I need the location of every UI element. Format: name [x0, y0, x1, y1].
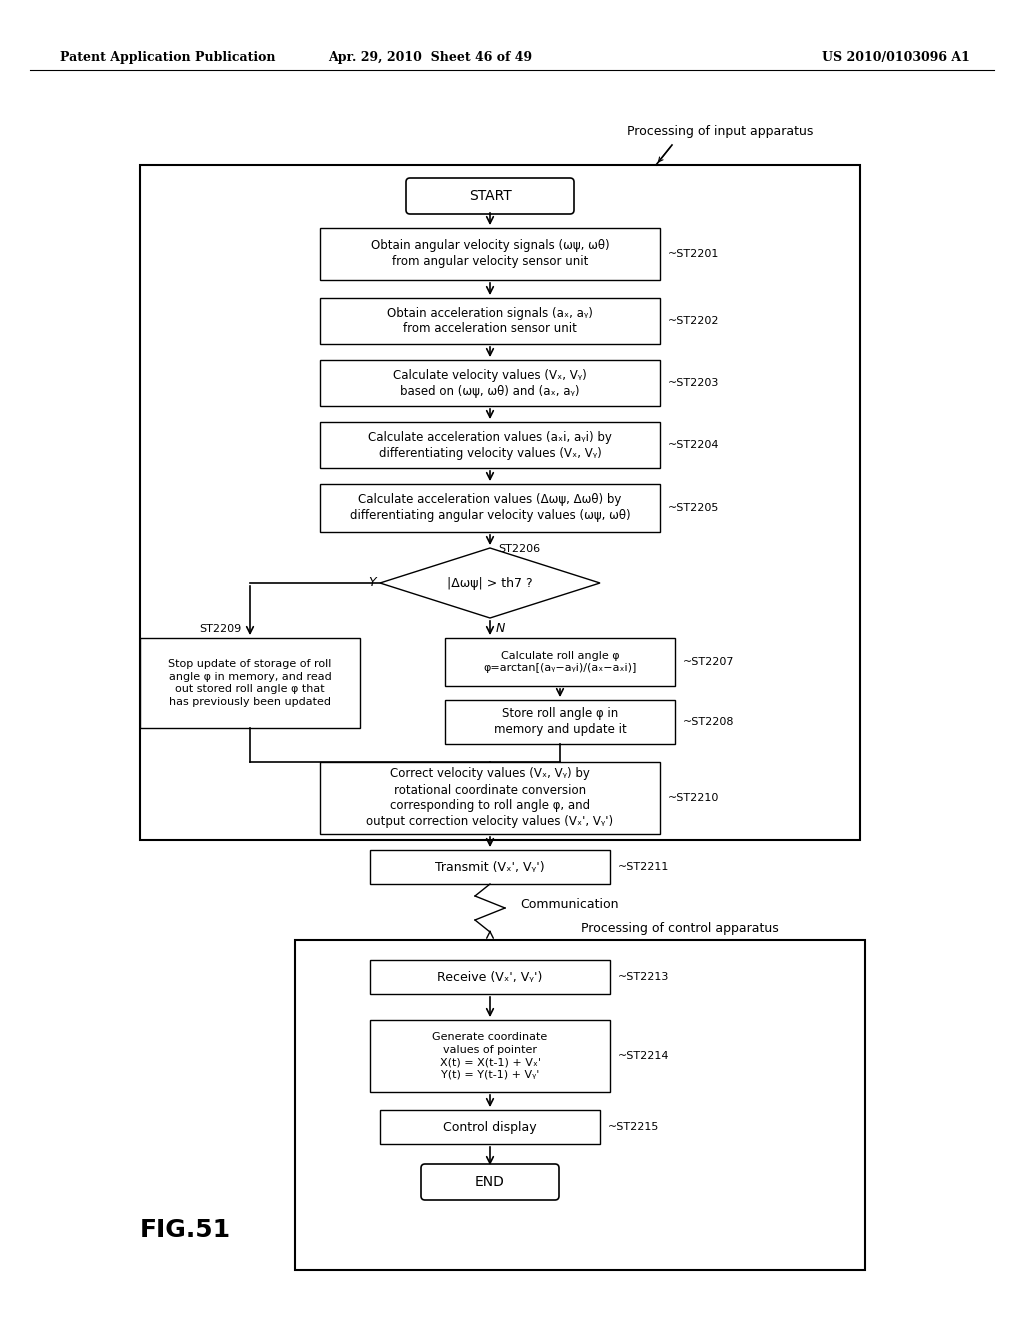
Text: Stop update of storage of roll
angle φ in memory, and read
out stored roll angle: Stop update of storage of roll angle φ i… [168, 660, 332, 706]
Text: Patent Application Publication: Patent Application Publication [60, 51, 275, 65]
FancyBboxPatch shape [380, 1110, 600, 1144]
Text: Store roll angle φ in
memory and update it: Store roll angle φ in memory and update … [494, 708, 627, 737]
Text: Calculate acceleration values (Δωψ, Δωθ) by
differentiating angular velocity val: Calculate acceleration values (Δωψ, Δωθ)… [349, 494, 631, 523]
Text: END: END [475, 1175, 505, 1189]
Text: ~ST2215: ~ST2215 [608, 1122, 659, 1133]
Text: ~ST2214: ~ST2214 [618, 1051, 670, 1061]
FancyBboxPatch shape [445, 700, 675, 744]
Text: ST2209: ST2209 [200, 624, 242, 634]
Text: Y: Y [369, 577, 376, 590]
Text: FIG.51: FIG.51 [140, 1218, 231, 1242]
Text: ~ST2204: ~ST2204 [668, 440, 720, 450]
Text: Apr. 29, 2010  Sheet 46 of 49: Apr. 29, 2010 Sheet 46 of 49 [328, 51, 532, 65]
Text: START: START [469, 189, 511, 203]
Text: ~ST2213: ~ST2213 [618, 972, 670, 982]
Text: Processing of control apparatus: Processing of control apparatus [582, 921, 779, 935]
FancyBboxPatch shape [370, 1020, 610, 1092]
Polygon shape [380, 548, 600, 618]
Text: |Δωψ| > th7 ?: |Δωψ| > th7 ? [447, 577, 532, 590]
Text: Receive (Vₓ', Vᵧ'): Receive (Vₓ', Vᵧ') [437, 970, 543, 983]
Text: US 2010/0103096 A1: US 2010/0103096 A1 [822, 51, 970, 65]
Text: ~ST2203: ~ST2203 [668, 378, 720, 388]
Text: ~ST2201: ~ST2201 [668, 249, 720, 259]
FancyBboxPatch shape [370, 850, 610, 884]
FancyBboxPatch shape [319, 228, 660, 280]
Text: ST2206: ST2206 [498, 544, 540, 554]
Text: ~ST2202: ~ST2202 [668, 315, 720, 326]
Text: Obtain acceleration signals (aₓ, aᵧ)
from acceleration sensor unit: Obtain acceleration signals (aₓ, aᵧ) fro… [387, 306, 593, 335]
Text: Transmit (Vₓ', Vᵧ'): Transmit (Vₓ', Vᵧ') [435, 861, 545, 874]
FancyBboxPatch shape [319, 422, 660, 469]
Text: Calculate acceleration values (aₓi, aᵧi) by
differentiating velocity values (Vₓ,: Calculate acceleration values (aₓi, aᵧi)… [368, 430, 612, 459]
FancyBboxPatch shape [319, 762, 660, 834]
Text: Calculate velocity values (Vₓ, Vᵧ)
based on (ωψ, ωθ) and (aₓ, aᵧ): Calculate velocity values (Vₓ, Vᵧ) based… [393, 368, 587, 397]
FancyBboxPatch shape [421, 1164, 559, 1200]
FancyBboxPatch shape [319, 484, 660, 532]
Text: ~ST2208: ~ST2208 [683, 717, 734, 727]
FancyBboxPatch shape [406, 178, 574, 214]
Text: N: N [496, 622, 506, 635]
FancyBboxPatch shape [140, 638, 360, 729]
Text: Correct velocity values (Vₓ, Vᵧ) by
rotational coordinate conversion
correspondi: Correct velocity values (Vₓ, Vᵧ) by rota… [367, 767, 613, 829]
FancyBboxPatch shape [319, 298, 660, 345]
FancyBboxPatch shape [295, 940, 865, 1270]
FancyBboxPatch shape [445, 638, 675, 686]
FancyBboxPatch shape [370, 960, 610, 994]
Text: Control display: Control display [443, 1121, 537, 1134]
Text: Communication: Communication [520, 898, 618, 911]
Text: ~ST2205: ~ST2205 [668, 503, 720, 513]
FancyBboxPatch shape [319, 360, 660, 407]
Text: Generate coordinate
values of pointer
X(t) = X(t-1) + Vₓ'
Y(t) = Y(t-1) + Vᵧ': Generate coordinate values of pointer X(… [432, 1032, 548, 1080]
FancyBboxPatch shape [140, 165, 860, 840]
Text: Obtain angular velocity signals (ωψ, ωθ)
from angular velocity sensor unit: Obtain angular velocity signals (ωψ, ωθ)… [371, 239, 609, 268]
Text: ~ST2210: ~ST2210 [668, 793, 720, 803]
Text: ~ST2211: ~ST2211 [618, 862, 670, 873]
Text: Calculate roll angle φ
φ=arctan[(aᵧ−aᵧi)/(aₓ−aₓi)]: Calculate roll angle φ φ=arctan[(aᵧ−aᵧi)… [483, 651, 637, 673]
Text: Processing of input apparatus: Processing of input apparatus [627, 125, 813, 139]
Text: ~ST2207: ~ST2207 [683, 657, 734, 667]
